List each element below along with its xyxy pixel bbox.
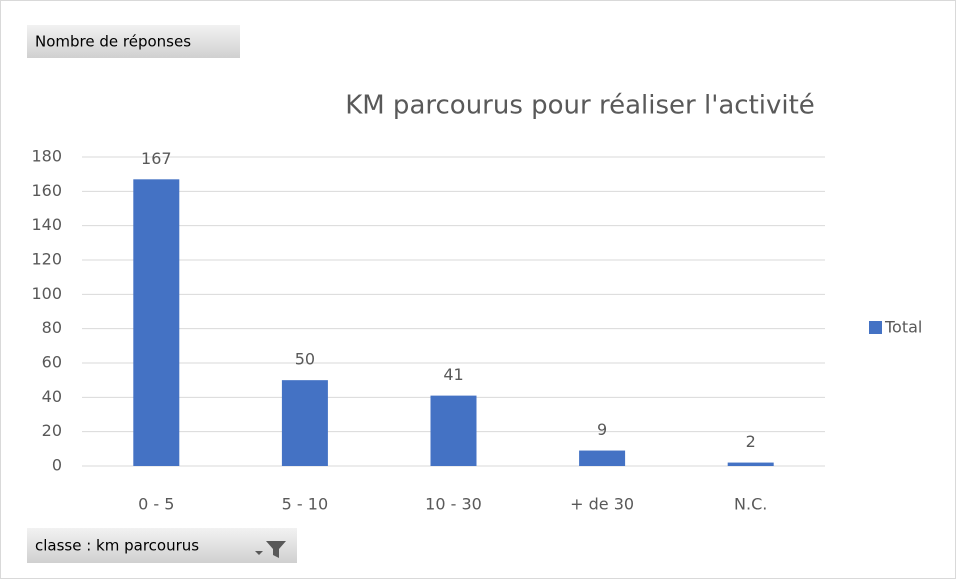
data-label: 167 — [141, 149, 172, 168]
axis-field-label: classe : km parcourus — [35, 537, 199, 555]
y-tick-label: 40 — [42, 387, 62, 406]
x-tick-label: 10 - 30 — [425, 495, 482, 514]
y-tick-label: 160 — [31, 181, 62, 200]
legend-swatch — [869, 321, 882, 334]
x-tick-label: 0 - 5 — [138, 495, 174, 514]
bar — [133, 179, 180, 467]
y-tick-label: 80 — [42, 318, 62, 337]
data-label: 41 — [443, 365, 463, 384]
legend-label: Total — [884, 318, 922, 337]
bar — [430, 395, 477, 466]
data-label: 2 — [746, 432, 756, 451]
chart-title: KM parcourus pour réaliser l'activité — [345, 91, 815, 121]
x-tick-label: N.C. — [734, 495, 767, 514]
y-tick-label: 140 — [31, 215, 62, 234]
y-tick-label: 120 — [31, 250, 62, 269]
value-field-button[interactable] — [27, 25, 240, 58]
y-tick-label: 60 — [42, 353, 62, 372]
axis-field-button[interactable] — [27, 528, 297, 563]
bar — [281, 380, 328, 466]
x-tick-label: 5 - 10 — [282, 495, 328, 514]
data-label: 50 — [295, 350, 315, 369]
filter-icon[interactable] — [266, 541, 286, 558]
y-tick-label: 180 — [31, 147, 62, 166]
y-tick-label: 100 — [31, 284, 62, 303]
x-tick-label: + de 30 — [570, 495, 634, 514]
bar — [579, 450, 626, 466]
y-tick-label: 0 — [52, 456, 62, 475]
y-tick-label: 20 — [42, 421, 62, 440]
bar — [727, 462, 774, 466]
value-field-label: Nombre de réponses — [35, 33, 191, 51]
data-label: 9 — [597, 420, 607, 439]
dropdown-arrow — [255, 551, 263, 555]
